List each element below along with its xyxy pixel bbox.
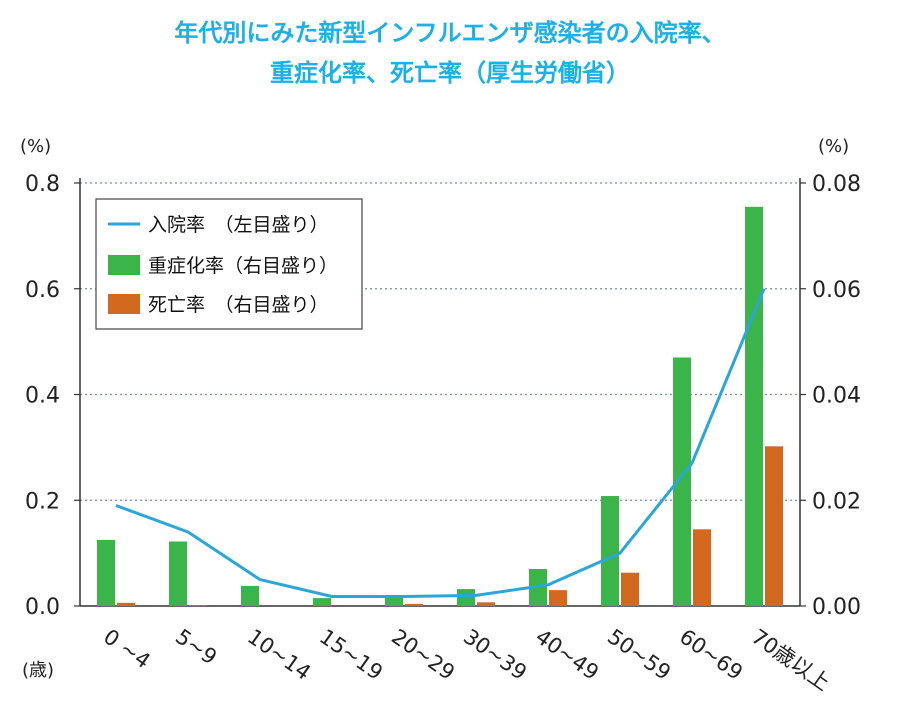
left-tick-label: 0.2 bbox=[25, 489, 60, 514]
right-tick-label: 0.02 bbox=[812, 489, 861, 514]
category-label: 20~29 bbox=[387, 624, 459, 684]
bar-death-rate bbox=[693, 529, 711, 606]
bar-severe-rate bbox=[97, 539, 115, 606]
bar-severe-rate bbox=[457, 589, 475, 606]
category-label: 0 ~4 bbox=[99, 624, 155, 673]
right-tick-label: 0.08 bbox=[812, 172, 861, 197]
category-label: 30~39 bbox=[459, 624, 531, 684]
bar-severe-rate bbox=[601, 496, 619, 606]
bar-death-rate bbox=[189, 604, 207, 606]
category-label: 60~69 bbox=[675, 624, 747, 684]
bar-death-rate bbox=[117, 602, 135, 606]
bar-death-rate bbox=[621, 572, 639, 606]
category-label: 15~19 bbox=[315, 624, 387, 684]
category-label: 10~14 bbox=[243, 624, 315, 684]
bar-death-rate bbox=[549, 590, 567, 606]
bar-severe-rate bbox=[241, 585, 259, 606]
bar-severe-rate bbox=[169, 541, 187, 606]
bar-death-rate bbox=[765, 446, 783, 606]
left-tick-label: 0.0 bbox=[25, 595, 60, 620]
legend-swatch-death bbox=[108, 294, 140, 314]
bar-severe-rate bbox=[673, 357, 691, 606]
bar-severe-rate bbox=[385, 596, 403, 606]
x-axis-unit: (歳) bbox=[22, 660, 54, 681]
legend-label-hospitalization: 入院率 （左目盛り） bbox=[148, 214, 329, 236]
category-label: 70歳以上 bbox=[747, 624, 834, 695]
left-axis-unit: (%) bbox=[20, 136, 51, 157]
left-tick-label: 0.8 bbox=[25, 172, 60, 197]
category-label: 5~9 bbox=[171, 624, 221, 669]
category-label: 40~49 bbox=[531, 624, 603, 684]
legend-box bbox=[95, 198, 363, 330]
bar-death-rate bbox=[405, 603, 423, 606]
bar-death-rate bbox=[477, 602, 495, 606]
right-tick-label: 0.04 bbox=[812, 384, 861, 409]
category-label: 50~59 bbox=[603, 624, 675, 684]
left-tick-label: 0.6 bbox=[25, 278, 60, 303]
line-hospitalization-rate bbox=[115, 288, 766, 598]
legend-label-severe: 重症化率（右目盛り） bbox=[148, 255, 338, 277]
right-axis-unit: (%) bbox=[818, 136, 849, 157]
legend-label-death: 死亡率 （右目盛り） bbox=[148, 294, 329, 316]
chart-title-line2: 重症化率、死亡率（厚生労働省） bbox=[270, 59, 630, 87]
right-tick-label: 0.00 bbox=[812, 595, 861, 620]
bar-severe-rate bbox=[745, 206, 763, 606]
chart-title-line1: 年代別にみた新型インフルエンザ感染者の入院率、 bbox=[174, 19, 726, 47]
right-tick-label: 0.06 bbox=[812, 278, 861, 303]
left-tick-label: 0.4 bbox=[25, 384, 60, 409]
bar-severe-rate bbox=[313, 598, 331, 606]
legend-swatch-severe bbox=[108, 255, 140, 275]
